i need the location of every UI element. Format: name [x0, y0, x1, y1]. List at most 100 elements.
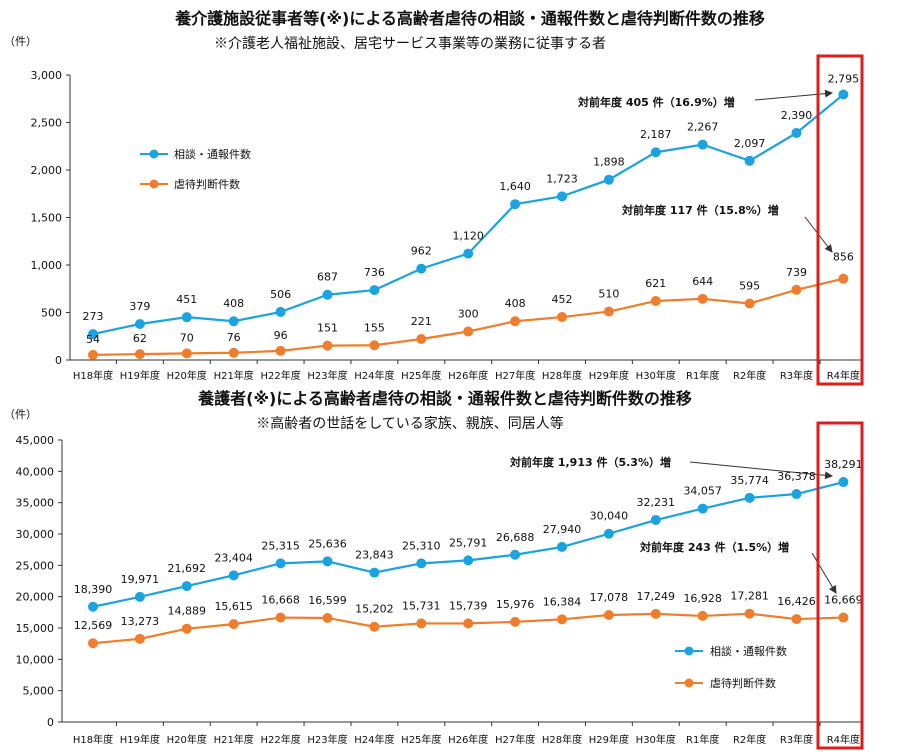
chart2-data-label-consult: 23,843	[355, 549, 394, 562]
chart2-point-consult	[791, 489, 802, 500]
chart1-point-consult	[416, 263, 427, 274]
chart2-point-consult	[838, 477, 849, 488]
chart1-plot: 0 500 1,000 1,500 2,000 2,500 3,000 H18年度 H19年度 H…	[31, 69, 862, 382]
chart2-ytick-label: 40,000	[16, 465, 55, 478]
chart2-point-abuse	[416, 618, 427, 629]
chart2-ytick-label: 35,000	[16, 497, 55, 510]
chart2-title: 養護者(※)による高齢者虐待の相談・通報件数と虐待判断件数の推移	[197, 389, 692, 408]
chart1-annotation-consult: 対前年度 405 件（16.9%）増	[577, 95, 735, 109]
chart1-point-consult	[557, 191, 567, 202]
chart1-point-abuse	[275, 345, 286, 356]
chart2-point-abuse	[88, 638, 98, 649]
chart1-ytick-label: 0	[55, 354, 62, 367]
chart1-xtick-label: H20年度	[167, 369, 207, 382]
chart2-data-label-abuse: 13,273	[121, 615, 160, 628]
chart2-point-consult	[650, 515, 661, 526]
chart2-subtitle: ※高齢者の世話をしている家族、親族、同居人等	[256, 415, 564, 432]
chart2-xtick-label: H27年度	[495, 733, 535, 746]
chart2-data-label-consult: 26,688	[496, 531, 535, 544]
chart2-point-abuse	[557, 614, 567, 625]
chart2-xtick-label: R4年度	[827, 733, 860, 746]
chart1-ytick-label: 1,500	[31, 212, 63, 225]
chart2-arrow-consult	[689, 461, 833, 480]
chart2-xtick-label: H19年度	[120, 733, 160, 746]
chart1-xtick-label: H19年度	[120, 369, 160, 382]
chart2-point-consult	[744, 492, 755, 503]
chart1-data-label-consult: 2,390	[781, 109, 813, 122]
chart2-data-label-abuse: 17,078	[590, 591, 629, 604]
chart1-data-label-abuse: 76	[227, 331, 241, 344]
chart1-data-label-consult: 379	[129, 300, 150, 313]
chart2-point-abuse	[791, 614, 802, 625]
chart1-xtick-label: R1年度	[686, 369, 719, 382]
chart2-data-label-consult: 25,310	[402, 539, 441, 552]
chart1-ytick-label: 2,500	[31, 117, 63, 130]
legend-marker-consult	[149, 149, 159, 159]
chart2-data-label-abuse: 16,384	[543, 595, 582, 608]
chart1-data-label-abuse: 452	[552, 293, 573, 306]
legend-marker-consult	[684, 646, 694, 656]
chart2-data-label-abuse: 16,669	[824, 594, 863, 607]
chart2-series-abuse-line	[92, 612, 844, 645]
chart2-point-consult	[275, 558, 286, 569]
chart1-xtick-label: H25年度	[401, 369, 441, 382]
chart2-xtick-label: H24年度	[354, 733, 394, 746]
chart1-point-consult	[88, 329, 98, 340]
chart2-ytick-label: 30,000	[16, 528, 55, 541]
chart1-data-label-abuse: 510	[598, 288, 619, 301]
chart1-point-abuse	[228, 347, 239, 358]
chart2-legend-consult: 相談・通報件数	[710, 644, 787, 658]
chart2-point-abuse	[322, 612, 333, 623]
chart1-data-label-consult: 687	[317, 271, 338, 284]
chart1-unit-label: （件）	[4, 35, 37, 48]
chart1-data-label-consult: 2,267	[687, 121, 719, 134]
chart2-data-label-abuse: 17,281	[730, 590, 769, 603]
chart1-title: 養介護施設従事者等(※)による高齢者虐待の相談・通報件数と虐待判断件数の推移	[174, 9, 765, 28]
chart2-point-consult	[181, 581, 192, 592]
chart1-point-abuse	[838, 273, 849, 284]
chart1-data-label-consult: 1,120	[452, 230, 484, 243]
chart1-ytick-label: 3,000	[31, 69, 63, 82]
chart2-ytick-label: 0	[47, 716, 54, 729]
chart2-point-abuse	[697, 610, 708, 621]
chart1-xtick-label: H18年度	[73, 369, 113, 382]
chart2-xtick-label: H26年度	[448, 733, 488, 746]
chart2-data-label-abuse: 16,599	[308, 594, 347, 607]
chart2-data-label-consult: 30,040	[590, 510, 629, 523]
chart1-data-label-abuse: 54	[86, 333, 100, 346]
chart1-xtick-label: H26年度	[448, 369, 488, 382]
chart2-point-abuse	[369, 621, 380, 632]
chart1-data-label-consult: 1,723	[546, 172, 578, 185]
chart2-data-label-abuse: 16,928	[683, 592, 722, 605]
chart2-data-label-consult: 21,692	[168, 562, 207, 575]
chart2-point-consult	[228, 570, 239, 581]
chart1-point-consult	[744, 155, 755, 166]
chart1-point-consult	[228, 316, 239, 327]
chart1-xtick-label: R3年度	[780, 369, 813, 382]
chart2-xtick-label: R2年度	[733, 733, 766, 746]
chart1-point-abuse	[744, 298, 755, 309]
chart1-legend-consult: 相談・通報件数	[174, 147, 251, 161]
chart1-r4-highlight-box	[816, 54, 864, 386]
chart1-xtick-label: H30年度	[636, 369, 676, 382]
chart2-unit-label: （件）	[4, 408, 37, 421]
chart1-data-label-consult: 962	[411, 245, 432, 258]
chart2-data-label-consult: 27,940	[543, 523, 582, 536]
chart2-ytick-label: 15,000	[16, 622, 55, 635]
chart1-data-label-consult: 1,898	[593, 156, 625, 169]
chart1-point-consult	[510, 199, 521, 210]
chart1-data-label-abuse: 62	[133, 332, 147, 345]
chart2-data-label-abuse: 15,976	[496, 598, 535, 611]
chart1-legend: 相談・通報件数 虐待判断件数	[140, 147, 251, 191]
chart2-data-label-consult: 32,231	[637, 496, 676, 509]
chart1-xtick-label: H22年度	[260, 369, 300, 382]
chart2-data-label-consult: 18,390	[74, 583, 113, 596]
chart1-point-consult	[838, 89, 849, 100]
chart1-data-label-abuse: 155	[364, 321, 385, 334]
chart2-point-consult	[603, 528, 614, 539]
chart1-point-abuse	[510, 316, 521, 327]
chart1-arrow-consult	[754, 89, 833, 101]
chart1-xtick-label: H21年度	[214, 369, 254, 382]
chart1-point-abuse	[416, 334, 427, 345]
